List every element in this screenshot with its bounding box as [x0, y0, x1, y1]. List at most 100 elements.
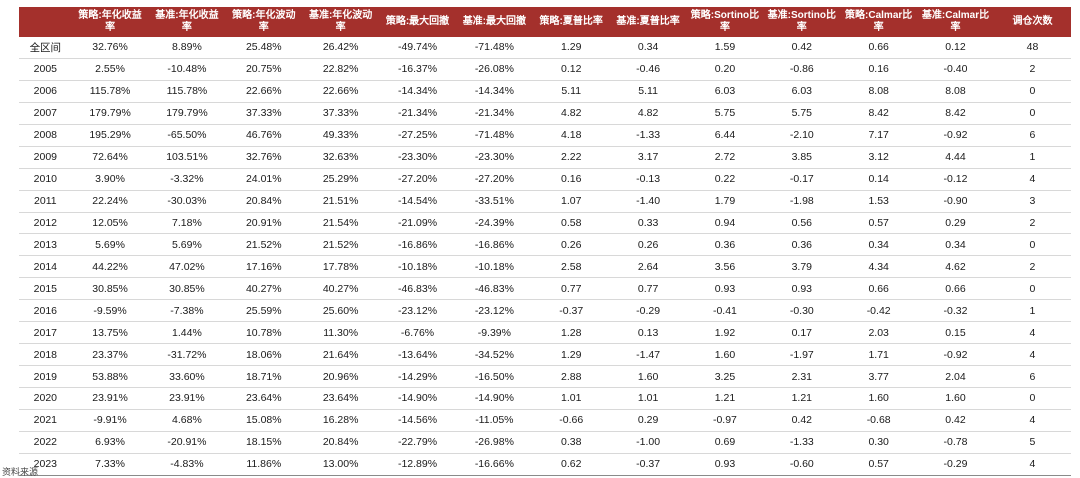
table-cell: 24.01% [225, 168, 303, 191]
table-cell: 115.78% [148, 80, 226, 103]
table-cell: 21.52% [225, 233, 303, 257]
table-cell: 18.06% [225, 343, 303, 367]
table-cell: 1.01 [532, 387, 610, 410]
table-cell: -33.51% [455, 190, 533, 213]
table-cell: 0.13 [609, 321, 687, 345]
table-cell: -26.98% [455, 431, 533, 454]
table-cell: 7.17 [840, 124, 918, 147]
table-cell: 22.24% [71, 190, 149, 213]
table-cell: -0.97 [686, 409, 764, 432]
table-cell: 5.75 [763, 102, 841, 125]
row-label-cell: 2020 [19, 387, 72, 410]
header-cell: 策略:Sortino比率 [686, 7, 764, 37]
table-cell: -10.48% [148, 58, 226, 81]
table-cell: 21.51% [302, 190, 380, 213]
table-cell: -0.46 [609, 58, 687, 81]
table-cell: 0.77 [609, 277, 687, 301]
table-cell: 179.79% [71, 102, 149, 125]
table-cell: 0.93 [686, 453, 764, 476]
table-cell: -16.86% [455, 233, 533, 257]
table-cell: -0.37 [532, 299, 610, 323]
table-cell: 115.78% [71, 80, 149, 103]
table-row: 2009 72.64% 103.51% 32.76% 32.63% -23.30% -23.… [19, 146, 1071, 169]
header-cell: 策略:年化波动率 [225, 7, 303, 37]
table-cell: 17.16% [225, 255, 303, 279]
table-cell: 23.64% [225, 387, 303, 410]
table-cell: 8.08 [917, 80, 994, 103]
table-cell: -10.18% [379, 255, 456, 279]
table-cell: 0 [993, 102, 1071, 125]
table-cell: 0.69 [686, 431, 764, 454]
table-cell: 21.52% [302, 233, 380, 257]
table-cell: 33.60% [148, 365, 226, 388]
table-cell: -14.90% [455, 387, 533, 410]
table-cell: 0.93 [763, 277, 841, 301]
table-cell: -16.66% [455, 453, 533, 476]
table-cell: -21.34% [379, 102, 456, 125]
header-cell: 调仓次数 [993, 7, 1071, 37]
table-cell: -21.34% [455, 102, 533, 125]
table-cell: 1.01 [609, 387, 687, 410]
table-cell: 1.28 [532, 321, 610, 345]
table-cell: -0.86 [763, 58, 841, 81]
row-label-cell: 全区间 [19, 37, 72, 59]
table-cell: -31.72% [148, 343, 226, 367]
table-cell: 8.08 [840, 80, 918, 103]
table-cell: -0.32 [917, 299, 994, 323]
table-cell: -0.12 [917, 168, 994, 191]
table-cell: 0.14 [840, 168, 918, 191]
table-cell: 1.59 [686, 37, 764, 59]
table-cell: 0.57 [840, 453, 918, 476]
table-cell: 3.90% [71, 168, 149, 191]
table-cell: 17.78% [302, 255, 380, 279]
table-cell: -1.47 [609, 343, 687, 367]
table-cell: -27.20% [379, 168, 456, 191]
row-label-cell: 2013 [19, 233, 72, 257]
table-cell: 8.89% [148, 37, 226, 59]
table-cell: 18.71% [225, 365, 303, 388]
table-cell: 48 [993, 37, 1071, 59]
table-cell: 2.55% [71, 58, 149, 81]
table-cell: 0 [993, 233, 1071, 257]
table-row: 2019 53.88% 33.60% 18.71% 20.96% -14.29% -16.5… [19, 365, 1071, 388]
table-cell: 6.44 [686, 124, 764, 147]
table-cell: 16.28% [302, 409, 380, 432]
table-cell: 179.79% [148, 102, 226, 125]
table-cell: -9.39% [455, 321, 533, 345]
table-cell: 8.42 [917, 102, 994, 125]
table-cell: -26.08% [455, 58, 533, 81]
table-cell: 26.42% [302, 37, 380, 59]
table-cell: -23.30% [379, 146, 456, 169]
table-cell: -27.20% [455, 168, 533, 191]
table-cell: 1.29 [532, 37, 610, 59]
table-cell: 3 [993, 190, 1071, 213]
table-cell: 0.93 [686, 277, 764, 301]
table-cell: -12.89% [379, 453, 456, 476]
table-cell: 20.75% [225, 58, 303, 81]
table-cell: -34.52% [455, 343, 533, 367]
table-cell: 20.84% [225, 190, 303, 213]
table-cell: 18.15% [225, 431, 303, 454]
table-cell: 3.56 [686, 255, 764, 279]
table-cell: 2.72 [686, 146, 764, 169]
table-row: 2021 -9.91% 4.68% 15.08% 16.28% -14.56% -11.05… [19, 409, 1071, 432]
table-cell: -0.92 [917, 124, 994, 147]
table-cell: 2.88 [532, 365, 610, 388]
row-label-cell: 2010 [19, 168, 72, 191]
table-cell: 20.91% [225, 212, 303, 235]
table-cell: 4 [993, 343, 1071, 367]
table-cell: 2.22 [532, 146, 610, 169]
table-cell: -0.13 [609, 168, 687, 191]
table-cell: 0.66 [840, 277, 918, 301]
table-cell: -0.92 [917, 343, 994, 367]
table-cell: 46.76% [225, 124, 303, 147]
table-cell: -30.03% [148, 190, 226, 213]
table-cell: 4.44 [917, 146, 994, 169]
table-cell: 3.79 [763, 255, 841, 279]
table-cell: 0.42 [763, 37, 841, 59]
table-cell: 0.56 [763, 212, 841, 235]
table-cell: 15.08% [225, 409, 303, 432]
table-cell: 0.94 [686, 212, 764, 235]
table-cell: -14.90% [379, 387, 456, 410]
table-cell: -0.29 [917, 453, 994, 476]
